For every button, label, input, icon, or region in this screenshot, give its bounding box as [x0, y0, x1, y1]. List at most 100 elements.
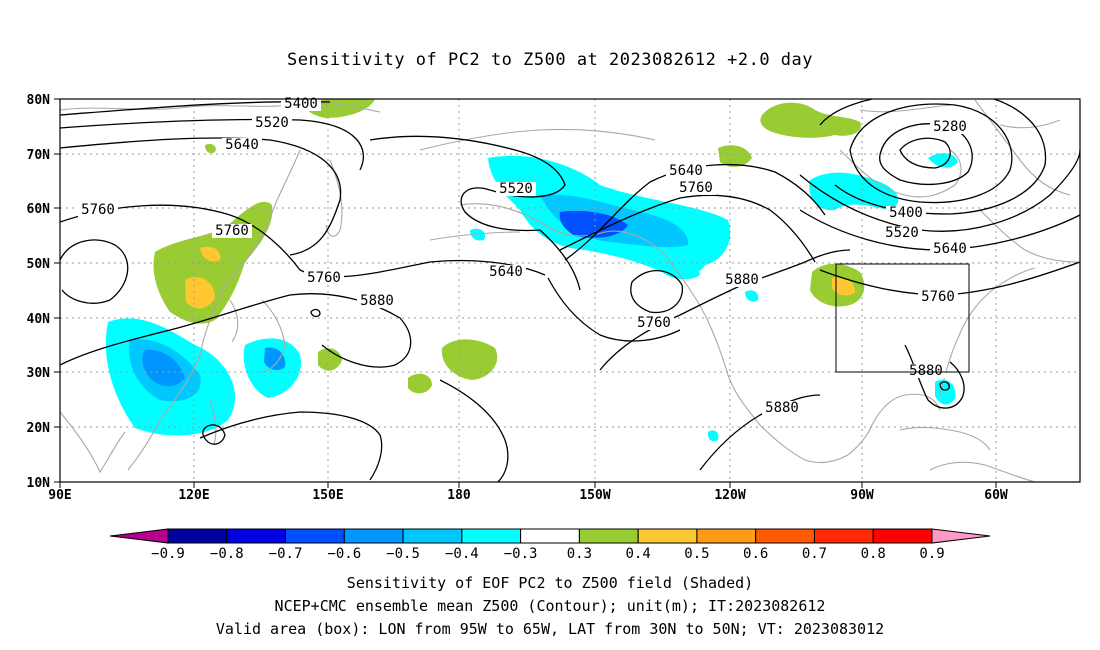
colorbar-swatch: [813, 528, 874, 544]
colorbar-label: −0.3: [504, 546, 538, 560]
contour-5880-tropics: [199, 411, 383, 481]
contour-5760-arc2: [559, 194, 816, 263]
map-title: Sensitivity of PC2 to Z500 at 2023082612…: [286, 50, 813, 70]
contour-label: 5400: [889, 205, 923, 221]
coast-labrador: [979, 209, 1079, 263]
footer-contour-caption: NCEP+CMC ensemble mean Z500 (Contour); u…: [274, 597, 826, 615]
shade-neg-china-core: [142, 349, 185, 387]
sensitivity-map: 5400 5520 5640 5760 5760 5760 5880 5520 5640 5640…: [27, 93, 1081, 560]
colorbar-swatch: [578, 528, 639, 544]
colorbar-swatch: [343, 528, 404, 544]
coast-asia-east: [127, 149, 301, 471]
contour-label: 5400: [284, 96, 318, 112]
shade-pos-greenland: [760, 102, 861, 138]
contour-label: 5640: [933, 241, 967, 257]
colorbar-swatch: [226, 528, 287, 544]
shade-pos-siberia-core: [185, 277, 215, 309]
contour-label: 5760: [215, 223, 249, 239]
shade-pos-small: [205, 143, 216, 154]
coastlines: [60, 99, 1079, 482]
coast-gulf: [871, 393, 941, 426]
contour-label: 5760: [81, 202, 115, 218]
contour-5880-south: [439, 379, 509, 482]
contour-label: 5520: [255, 115, 289, 131]
contour-label: 5760: [921, 289, 955, 305]
longitude-labels: 90E 120E 150E 180 150W 120W 90W 60W: [48, 482, 1008, 503]
colorbar-swatch: [637, 528, 698, 544]
colorbar-swatch: [520, 528, 580, 544]
lon-label: 120E: [178, 488, 209, 503]
contour-label: 5520: [885, 225, 919, 241]
contour-label: 5520: [499, 181, 533, 197]
contour-label: 5760: [679, 180, 713, 196]
lon-label: 120W: [714, 488, 745, 503]
contour-5760-mid: [547, 277, 681, 342]
shade-pos-midwest-core: [832, 276, 856, 296]
coast-india: [60, 411, 126, 474]
latlon-grid: [60, 99, 1080, 482]
contour-5760-west: [60, 204, 546, 278]
shade-pos-pacific1: [441, 339, 498, 380]
lat-label: 80N: [27, 93, 51, 108]
colorbar-swatch: [461, 528, 522, 544]
lon-label: 150W: [579, 488, 610, 503]
contour-label: 5880: [909, 363, 943, 379]
contour-label: 5640: [225, 137, 259, 153]
colorbar-right-arrow: [931, 528, 991, 544]
contour-small-circle2: [202, 424, 226, 445]
contour-5880-west: [60, 293, 412, 368]
colorbar-swatch: [872, 528, 933, 544]
contour-5760-loop: [60, 239, 129, 304]
contour-labels: 5400 5520 5640 5760 5760 5760 5880 5520 5640 5640…: [78, 96, 970, 416]
contour-5880-east: [699, 394, 821, 471]
lat-label: 20N: [27, 421, 51, 436]
coast-japan: [261, 299, 286, 373]
footer-valid-area-caption: Valid area (box): LON from 95W to 65W, L…: [215, 620, 885, 638]
colorbar-swatch: [696, 528, 757, 544]
lon-label: 60W: [984, 488, 1008, 503]
colorbar-label: 0.5: [684, 546, 709, 560]
coast-mexico: [759, 424, 873, 464]
map-frame: [59, 98, 1081, 483]
contour-5280-low: [899, 137, 951, 169]
colorbar-left-arrow: [109, 528, 169, 544]
colorbar-label: 0.3: [567, 546, 592, 560]
shade-pos-pacific2: [318, 348, 342, 371]
contour-5640-west: [60, 137, 342, 256]
lat-label: 50N: [27, 257, 51, 272]
valid-area-box: [835, 263, 970, 373]
latitude-labels: 80N 70N 60N 50N 40N 30N 20N 10N: [27, 93, 60, 491]
contour-label: 5880: [725, 272, 759, 288]
shade-pos-siberia-core2: [200, 246, 221, 262]
coast-caribbean: [899, 426, 991, 451]
contour-small-circle: [310, 308, 321, 318]
contour-label: 5640: [489, 264, 523, 280]
z500-contours: [60, 99, 1080, 482]
coast-alaska-north: [419, 128, 656, 151]
colorbar: [109, 528, 991, 544]
colorbar-label: 0.4: [626, 546, 651, 560]
colorbar-label: −0.6: [327, 546, 361, 560]
lon-label: 180: [447, 488, 471, 503]
coast-eastcoast: [939, 267, 1036, 396]
coast-asia-north: [60, 102, 381, 113]
contour-5880-mid: [599, 249, 851, 371]
coast-korea: [229, 299, 239, 343]
footer-shaded-caption: Sensitivity of EOF PC2 to Z500 field (Sh…: [346, 574, 754, 592]
colorbar-label: −0.4: [445, 546, 479, 560]
colorbar-label: −0.7: [269, 546, 303, 560]
coast-philippines: [209, 399, 217, 446]
coast-hudson: [839, 149, 962, 198]
contour-label: 5760: [307, 270, 341, 286]
shade-neg-small2: [707, 430, 719, 442]
shade-neg-gulf: [662, 253, 700, 280]
colorbar-label: 0.7: [802, 546, 827, 560]
lat-label: 60N: [27, 202, 51, 217]
shade-neg-florida: [935, 379, 956, 405]
contour-label: 5880: [360, 293, 394, 309]
colorbar-swatch: [167, 528, 228, 544]
lon-label: 150E: [312, 488, 343, 503]
lon-label: 90W: [850, 488, 874, 503]
shade-pos-pacific3: [408, 373, 432, 394]
lon-label: 90E: [48, 488, 71, 503]
